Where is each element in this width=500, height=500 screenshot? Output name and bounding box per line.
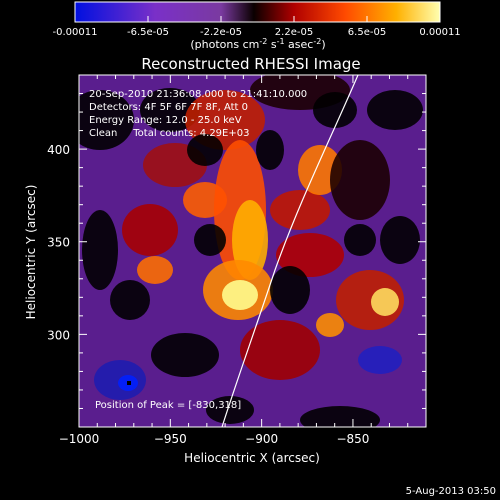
intensity-blob bbox=[316, 313, 344, 337]
colorbar-tick-label: 6.5e-05 bbox=[348, 27, 386, 38]
annotation-detectors: Detectors: 4F 5F 6F 7F 8F, Att 0 bbox=[89, 102, 248, 113]
annotation-counts: Clean Total counts: 4.29E+03 bbox=[89, 128, 249, 139]
colorbar-units: (photons cm-2 s-1 asec-2) bbox=[190, 37, 325, 51]
intensity-blob bbox=[300, 406, 380, 427]
x-tick-label: −950 bbox=[154, 432, 187, 446]
y-tick-label: 400 bbox=[47, 143, 70, 157]
colorbar: -0.00011 -6.5e-05 -2.2e-05 2.2e-05 6.5e-05 0.… bbox=[53, 1, 461, 51]
solar-limb-line bbox=[221, 75, 359, 427]
y-tick-label: 350 bbox=[47, 236, 70, 250]
intensity-blob bbox=[270, 190, 330, 230]
intensity-blob bbox=[122, 204, 178, 256]
intensity-blob bbox=[276, 233, 344, 277]
intensity-blob bbox=[82, 210, 118, 290]
colorbar-tick-label: -2.2e-05 bbox=[200, 27, 242, 38]
intensity-blob bbox=[371, 288, 399, 316]
x-tick-label: −850 bbox=[336, 432, 369, 446]
peak-position-label: Position of Peak = [-830,318] bbox=[95, 400, 241, 411]
y-axis-label: Heliocentric Y (arcsec) bbox=[24, 185, 38, 320]
intensity-blob bbox=[344, 224, 376, 256]
intensity-blob bbox=[151, 333, 219, 377]
intensity-blob bbox=[187, 134, 223, 166]
peak-marker bbox=[127, 381, 131, 385]
footer-timestamp: 5-Aug-2013 03:50 bbox=[406, 486, 496, 497]
intensity-blob bbox=[240, 320, 320, 380]
intensity-blob bbox=[232, 200, 268, 280]
x-tick-label: −900 bbox=[245, 432, 278, 446]
x-tick-label: −1000 bbox=[59, 432, 100, 446]
intensity-blob bbox=[110, 280, 150, 320]
y-axis: 300 350 400 bbox=[47, 74, 426, 428]
heatmap-image bbox=[79, 75, 426, 427]
intensity-blob bbox=[140, 88, 200, 132]
colorbar-tick-label: -0.00011 bbox=[53, 27, 98, 38]
intensity-blob bbox=[330, 140, 390, 220]
colorbar-tick-label: 2.2e-05 bbox=[275, 27, 313, 38]
x-axis-label: Heliocentric X (arcsec) bbox=[184, 451, 320, 465]
intensity-blob bbox=[137, 256, 173, 284]
colorbar-tick-label: -6.5e-05 bbox=[127, 27, 169, 38]
intensity-blob bbox=[206, 396, 254, 424]
intensity-blob bbox=[222, 280, 258, 310]
annotation-time: 20-Sep-2010 21:36:08.000 to 21:41:10.000 bbox=[89, 89, 307, 100]
plot-frame bbox=[78, 74, 427, 428]
colorbar-gradient bbox=[74, 1, 441, 23]
chart-title: Reconstructed RHESSI Image bbox=[141, 55, 360, 73]
intensity-blob bbox=[313, 92, 357, 128]
intensity-blob bbox=[79, 90, 134, 150]
intensity-blob bbox=[380, 216, 420, 264]
intensity-blob bbox=[194, 224, 226, 256]
colorbar-ticks: -0.00011 -6.5e-05 -2.2e-05 2.2e-05 6.5e-05 0.… bbox=[53, 16, 461, 38]
annotation-energy: Energy Range: 12.0 - 25.0 keV bbox=[89, 115, 242, 126]
annotation-block: 20-Sep-2010 21:36:08.000 to 21:41:10.000… bbox=[89, 89, 307, 411]
colorbar-tick-label: 0.00011 bbox=[419, 27, 460, 38]
intensity-blob bbox=[358, 346, 402, 374]
intensity-blob bbox=[367, 90, 423, 130]
intensity-blob bbox=[256, 130, 284, 170]
y-tick-label: 300 bbox=[47, 328, 70, 342]
intensity-blob bbox=[270, 266, 310, 314]
x-axis: −1000 −950 −900 −850 bbox=[59, 75, 427, 446]
